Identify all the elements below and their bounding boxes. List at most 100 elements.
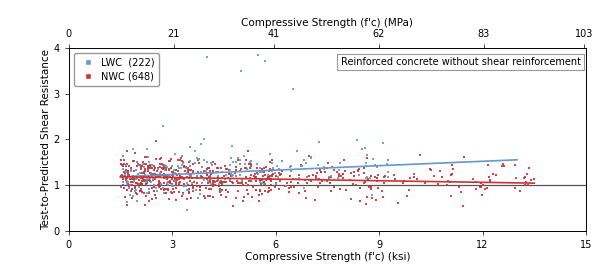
Point <box>228 173 237 177</box>
Point <box>152 189 162 194</box>
Point <box>167 177 176 181</box>
Point <box>169 167 179 172</box>
Point <box>199 158 209 162</box>
Point <box>361 161 371 165</box>
Point <box>130 184 139 188</box>
Point <box>447 172 456 177</box>
Point <box>202 167 211 172</box>
Point <box>301 161 311 165</box>
Point <box>269 166 278 170</box>
Point <box>118 153 127 158</box>
Point <box>237 179 247 184</box>
Point <box>197 165 207 170</box>
Point <box>138 162 148 166</box>
Point <box>383 170 392 174</box>
Point <box>185 179 195 183</box>
Point <box>478 182 487 187</box>
X-axis label: Compressive Strength (f'c) (MPa): Compressive Strength (f'c) (MPa) <box>242 18 413 28</box>
Point <box>252 175 261 179</box>
Point <box>242 167 252 171</box>
Point <box>121 176 131 180</box>
Point <box>161 166 171 170</box>
Point <box>251 179 261 183</box>
Point <box>233 156 243 161</box>
Point <box>359 171 368 175</box>
Point <box>334 176 343 180</box>
Point <box>264 169 274 174</box>
Point <box>144 199 154 204</box>
Point <box>314 177 324 181</box>
Point <box>151 186 161 190</box>
Point <box>448 167 457 171</box>
Point <box>118 177 127 181</box>
Point <box>133 162 142 166</box>
Point <box>140 173 150 177</box>
Point <box>488 172 498 176</box>
Point <box>150 166 160 170</box>
Point <box>179 165 189 169</box>
Point <box>523 172 532 176</box>
Point <box>177 159 187 163</box>
Point <box>520 174 530 179</box>
Point <box>237 166 246 171</box>
Point <box>176 166 186 170</box>
Point <box>367 192 376 197</box>
Point <box>121 178 131 182</box>
Point <box>118 180 128 185</box>
Point <box>235 173 245 177</box>
Point <box>119 158 129 162</box>
Point <box>246 179 255 183</box>
Point <box>299 186 309 191</box>
Point <box>132 188 141 192</box>
Point <box>236 69 246 73</box>
Point <box>126 179 136 184</box>
Point <box>172 172 181 177</box>
Point <box>257 192 267 197</box>
Point <box>471 180 480 184</box>
Point <box>285 165 295 169</box>
Point <box>194 157 204 161</box>
Point <box>259 180 269 184</box>
Point <box>219 180 229 185</box>
Point <box>139 170 149 174</box>
Point <box>252 171 261 176</box>
Point <box>338 172 347 176</box>
Point <box>241 175 251 180</box>
Point <box>191 188 200 192</box>
Point <box>161 164 170 168</box>
Point <box>284 185 294 190</box>
Point <box>255 165 264 170</box>
Point <box>136 189 145 193</box>
Point <box>326 173 335 178</box>
Point <box>122 188 132 192</box>
Point <box>456 190 465 195</box>
Point <box>286 185 296 189</box>
Point <box>303 175 312 180</box>
Point <box>201 185 210 190</box>
Point <box>335 174 344 178</box>
Point <box>300 158 309 162</box>
Point <box>127 183 136 188</box>
Point <box>332 170 342 174</box>
Point <box>371 197 380 202</box>
Point <box>144 187 153 192</box>
Point <box>120 173 129 177</box>
Point <box>150 182 159 187</box>
Point <box>177 175 187 179</box>
Point <box>157 170 166 174</box>
Point <box>255 170 265 174</box>
Point <box>171 198 181 202</box>
Point <box>484 175 494 179</box>
Point <box>220 176 230 181</box>
Point <box>132 175 141 180</box>
Point <box>349 174 359 179</box>
Point <box>142 194 151 199</box>
Point <box>228 180 237 185</box>
Point <box>316 170 326 175</box>
Point <box>166 180 175 184</box>
Point <box>231 196 241 200</box>
Point <box>184 169 193 174</box>
Point <box>154 167 163 171</box>
Point <box>454 185 464 189</box>
Point <box>255 189 264 193</box>
